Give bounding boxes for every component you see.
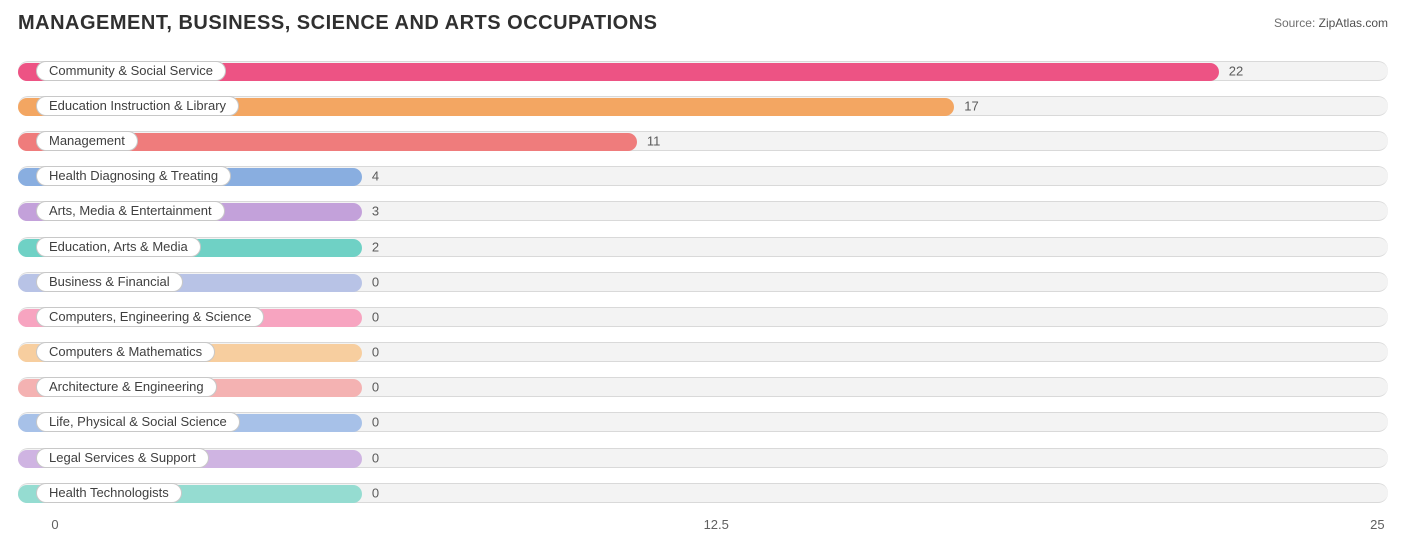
bar-row: Architecture & Engineering 0 — [18, 370, 1388, 405]
occupations-bar-chart: Community & Social Service 22 Education In… — [18, 53, 1388, 543]
bar-value: 2 — [372, 239, 379, 254]
bar-label-badge: Management — [36, 131, 138, 151]
bar-value: 0 — [372, 274, 379, 289]
bar-track: Architecture & Engineering 0 — [18, 377, 1388, 397]
bar-value: 0 — [372, 415, 379, 430]
bar-track: Business & Financial 0 — [18, 272, 1388, 292]
bar-row: Health Diagnosing & Treating 4 — [18, 159, 1388, 194]
chart-bars-area: Community & Social Service 22 Education In… — [18, 53, 1388, 511]
bar-row: Computers & Mathematics 0 — [18, 335, 1388, 370]
bar-label-badge: Computers & Mathematics — [36, 342, 215, 362]
bar-row: Computers, Engineering & Science 0 — [18, 299, 1388, 334]
bar-track: Community & Social Service 22 — [18, 61, 1388, 81]
bar-track: Education Instruction & Library 17 — [18, 96, 1388, 116]
chart-header: MANAGEMENT, BUSINESS, SCIENCE AND ARTS O… — [18, 12, 1388, 35]
bar-value: 0 — [372, 485, 379, 500]
bar-row: Arts, Media & Entertainment 3 — [18, 194, 1388, 229]
bar-track: Arts, Media & Entertainment 3 — [18, 201, 1388, 221]
bar-value: 22 — [1229, 63, 1243, 78]
bar-value: 0 — [372, 309, 379, 324]
bar-row: Community & Social Service 22 — [18, 53, 1388, 88]
bar-row: Legal Services & Support 0 — [18, 440, 1388, 475]
bar-value: 0 — [372, 380, 379, 395]
bar-row: Management 11 — [18, 123, 1388, 158]
bar-row: Education, Arts & Media 2 — [18, 229, 1388, 264]
bar-label-badge: Health Technologists — [36, 483, 182, 503]
bar-track: Health Technologists 0 — [18, 483, 1388, 503]
bar-value: 0 — [372, 345, 379, 360]
bar-label-badge: Arts, Media & Entertainment — [36, 201, 225, 221]
bar-track: Legal Services & Support 0 — [18, 448, 1388, 468]
bar-label-badge: Architecture & Engineering — [36, 377, 217, 397]
bar-row: Education Instruction & Library 17 — [18, 88, 1388, 123]
bar-row: Business & Financial 0 — [18, 264, 1388, 299]
bar-label-badge: Life, Physical & Social Science — [36, 412, 240, 432]
chart-x-axis: 0 12.5 25 — [18, 517, 1388, 541]
bar-label-badge: Health Diagnosing & Treating — [36, 166, 231, 186]
bar-label-badge: Education Instruction & Library — [36, 96, 239, 116]
bar-label-badge: Legal Services & Support — [36, 448, 209, 468]
bar-value: 0 — [372, 450, 379, 465]
x-axis-tick: 25 — [1370, 517, 1384, 532]
bar-label-badge: Community & Social Service — [36, 61, 226, 81]
bar-track: Education, Arts & Media 2 — [18, 237, 1388, 257]
source-label: Source: — [1274, 16, 1315, 30]
x-axis-tick: 12.5 — [704, 517, 729, 532]
bar-track: Computers & Mathematics 0 — [18, 342, 1388, 362]
x-axis-tick: 0 — [51, 517, 58, 532]
bar-label-badge: Computers, Engineering & Science — [36, 307, 264, 327]
source-site: ZipAtlas.com — [1319, 16, 1388, 30]
bar-label-badge: Business & Financial — [36, 272, 183, 292]
bar-value: 4 — [372, 169, 379, 184]
bar-track: Management 11 — [18, 131, 1388, 151]
bar-track: Life, Physical & Social Science 0 — [18, 412, 1388, 432]
bar-value: 11 — [647, 133, 661, 148]
bar-row: Life, Physical & Social Science 0 — [18, 405, 1388, 440]
chart-source: Source: ZipAtlas.com — [1274, 12, 1388, 30]
bar-value: 17 — [964, 98, 978, 113]
chart-title: MANAGEMENT, BUSINESS, SCIENCE AND ARTS O… — [18, 12, 657, 35]
bar-label-badge: Education, Arts & Media — [36, 237, 201, 257]
bar-track: Computers, Engineering & Science 0 — [18, 307, 1388, 327]
bar-row: Health Technologists 0 — [18, 475, 1388, 510]
bar-track: Health Diagnosing & Treating 4 — [18, 166, 1388, 186]
bar-value: 3 — [372, 204, 379, 219]
